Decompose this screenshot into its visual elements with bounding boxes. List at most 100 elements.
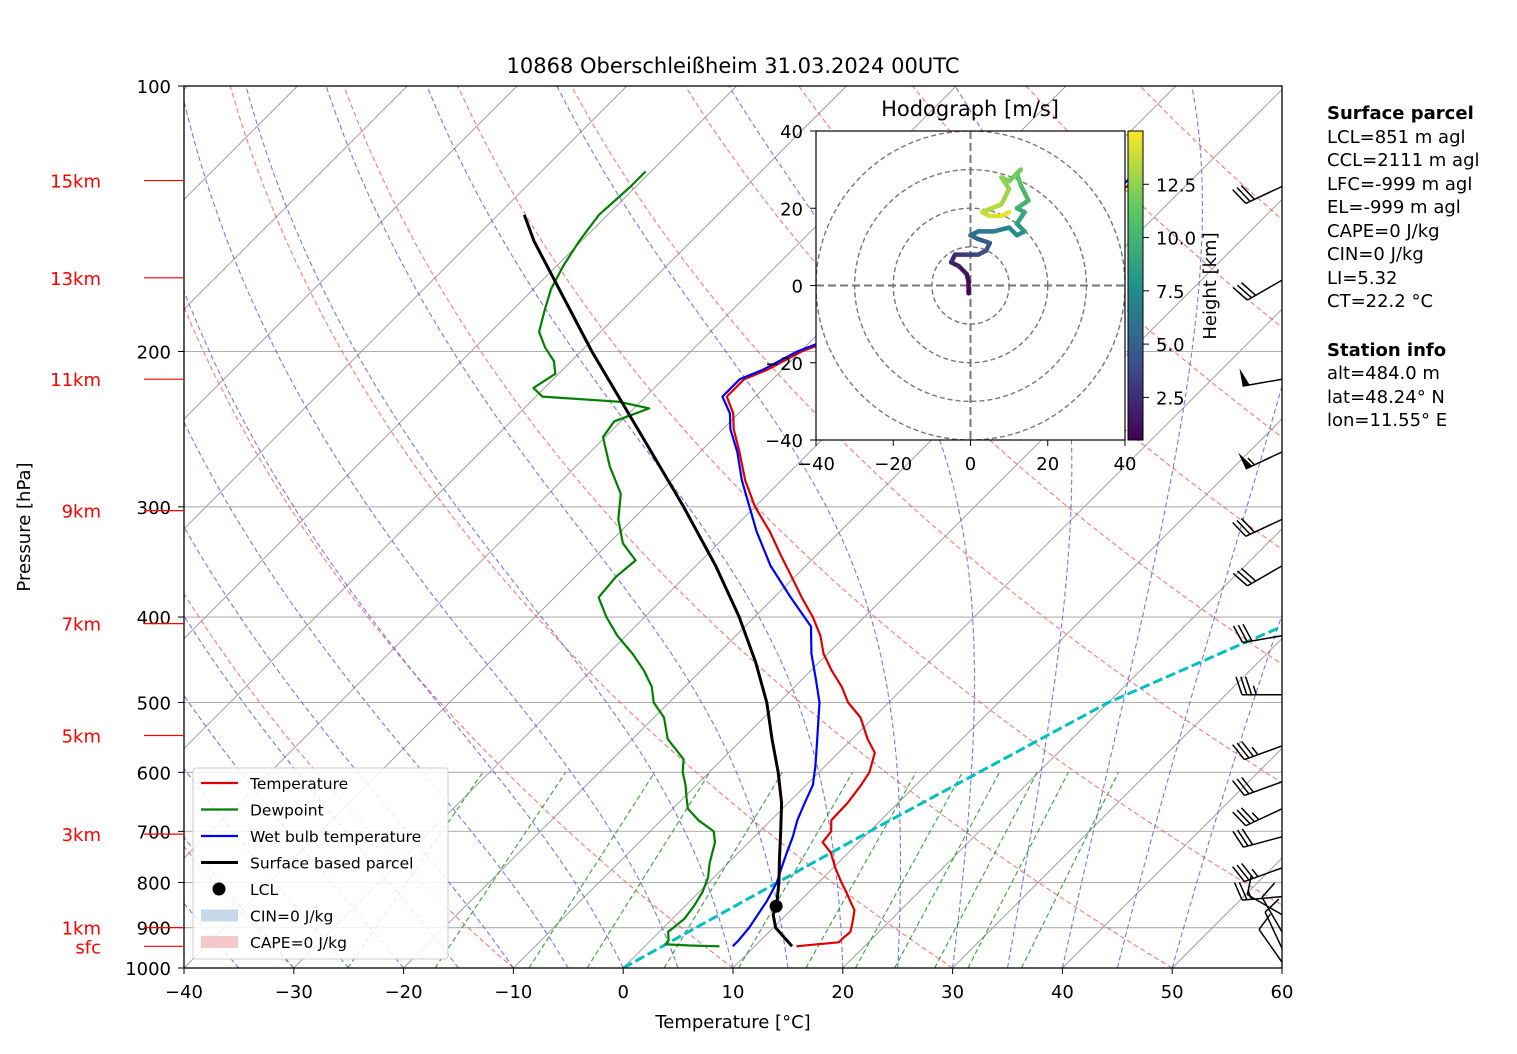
surface-parcel-line: LFC=-999 m agl	[1327, 173, 1473, 195]
barb-staff	[1245, 518, 1283, 537]
barb-flag	[1232, 625, 1244, 644]
surface-parcel-list: LCL=851 m agl CCL=2111 m agl LFC=-999 m ag…	[1327, 126, 1480, 314]
barb-half-flag	[1251, 812, 1260, 821]
y-tick-label: 200	[137, 343, 171, 364]
barb-flag	[1232, 744, 1245, 761]
legend-label: Surface based parcel	[250, 855, 413, 873]
isotherm-line	[732, 418, 1282, 968]
legend-label: LCL	[250, 881, 278, 899]
barb-staff	[1246, 894, 1283, 916]
mixing-ratio-line	[586, 772, 711, 968]
dry-adiabat-line	[343, 86, 1173, 968]
barb-flag	[1242, 623, 1253, 642]
legend-swatch	[201, 909, 238, 922]
hodograph-x-tick-label: −20	[874, 454, 912, 475]
isotherm-line	[184, 86, 408, 310]
hodograph-segment	[1014, 209, 1027, 226]
barb-flag	[1240, 807, 1255, 823]
hodograph-segment	[1018, 182, 1031, 203]
legend-item: Temperature	[201, 775, 348, 793]
hodograph-x-tick-label: 40	[1114, 454, 1137, 475]
wind-barb	[1232, 279, 1283, 301]
colorbar-tick-label: 2.5	[1156, 388, 1185, 409]
barb-flag	[1241, 776, 1255, 793]
barb-flag	[1232, 811, 1247, 827]
moist-adiabat-line	[954, 86, 1073, 968]
barb-half-flag	[1247, 457, 1255, 466]
hodograph-y-tick-label: −20	[765, 354, 803, 375]
barb-flag	[1261, 882, 1276, 898]
mixing-ratio-line	[894, 772, 1000, 968]
mixing-ratio-line	[967, 772, 1069, 968]
barb-flag	[1236, 742, 1250, 759]
barb-flag	[1236, 284, 1253, 299]
isotherm-line	[842, 528, 1282, 968]
axes: −40 −30 −20 −10 0 10 20 30 40 50 60100200300400500…	[125, 77, 1293, 1003]
hodograph-x-tick-label: 0	[965, 454, 976, 475]
barb-pennant	[1239, 368, 1250, 387]
y-tick-label: 900	[137, 919, 171, 940]
barb-flag	[1236, 778, 1250, 795]
height-label: sfc	[75, 937, 101, 958]
barb-half-flag	[1251, 868, 1259, 878]
hodograph-y-tick-label: 40	[780, 122, 803, 143]
height-label: 7km	[62, 615, 101, 636]
wind-barb	[1235, 676, 1282, 696]
isotherm-line	[952, 637, 1282, 968]
hodograph-y-tick-label: 0	[792, 277, 803, 298]
height-label: 9km	[62, 502, 101, 523]
wind-barb	[1258, 913, 1283, 963]
barb-flag	[1232, 830, 1244, 848]
barb-staff	[1243, 836, 1283, 848]
barb-flag	[1240, 185, 1255, 200]
isotherm-line	[184, 86, 737, 640]
height-label: 13km	[50, 269, 101, 290]
y-tick-label: 800	[137, 874, 171, 895]
colorbar-tick-label: 10.0	[1156, 229, 1196, 250]
legend-label: Wet bulb temperature	[250, 828, 421, 846]
moist-adiabat-line	[556, 86, 902, 968]
barb-flag	[1244, 676, 1253, 695]
x-axis-label: Temperature [°C]	[654, 1012, 810, 1033]
legend-label: CIN=0 J/kg	[250, 908, 333, 926]
barb-flag	[1236, 570, 1253, 585]
surface-based-parcel-line	[522, 214, 794, 948]
hodograph-y-tick-label: 20	[780, 199, 803, 220]
chart-title: 10868 Oberschleißheim 31.03.2024 00UTC	[507, 54, 960, 78]
x-tick-label: 40	[1051, 982, 1074, 1003]
colorbar-tick-label: 5.0	[1156, 335, 1185, 356]
y-tick-label: 400	[137, 608, 171, 629]
colorbar	[1127, 130, 1144, 441]
x-tick-label: 10	[722, 982, 745, 1003]
x-tick-label: 60	[1271, 982, 1294, 1003]
hodograph-segment	[999, 209, 1012, 219]
x-tick-label: −40	[165, 982, 203, 1003]
legend: Temperature Dewpoint Wet bulb temperature S…	[192, 767, 449, 960]
barb-flag	[1232, 866, 1245, 883]
isotherm-line	[622, 308, 1282, 968]
wind-barb	[1238, 451, 1283, 470]
moist-adiabat-line	[1171, 613, 1282, 968]
hodograph-segment	[991, 225, 1012, 234]
wind-barb	[1232, 740, 1283, 761]
legend-box	[192, 767, 449, 960]
x-tick-label: 30	[941, 982, 964, 1003]
barb-flag	[1233, 882, 1243, 901]
barb-flag	[1240, 567, 1257, 582]
wind-barb	[1232, 185, 1283, 205]
mixing-ratio-line	[854, 772, 963, 968]
station-info-line: lat=48.24° N	[1327, 386, 1445, 408]
barb-flag	[1232, 521, 1247, 537]
info-panel: Surface parcel LCL=851 m agl CCL=2111 m a…	[1327, 102, 1480, 433]
hodograph-y-tick-label: −40	[765, 431, 803, 452]
barb-flag	[1232, 780, 1245, 796]
barb-flag	[1236, 187, 1251, 202]
barb-staff	[1246, 565, 1283, 587]
x-tick-label: −20	[385, 982, 423, 1003]
wind-barb	[1232, 623, 1283, 644]
wind-barb	[1239, 368, 1283, 387]
hodograph-segment	[999, 186, 1012, 207]
